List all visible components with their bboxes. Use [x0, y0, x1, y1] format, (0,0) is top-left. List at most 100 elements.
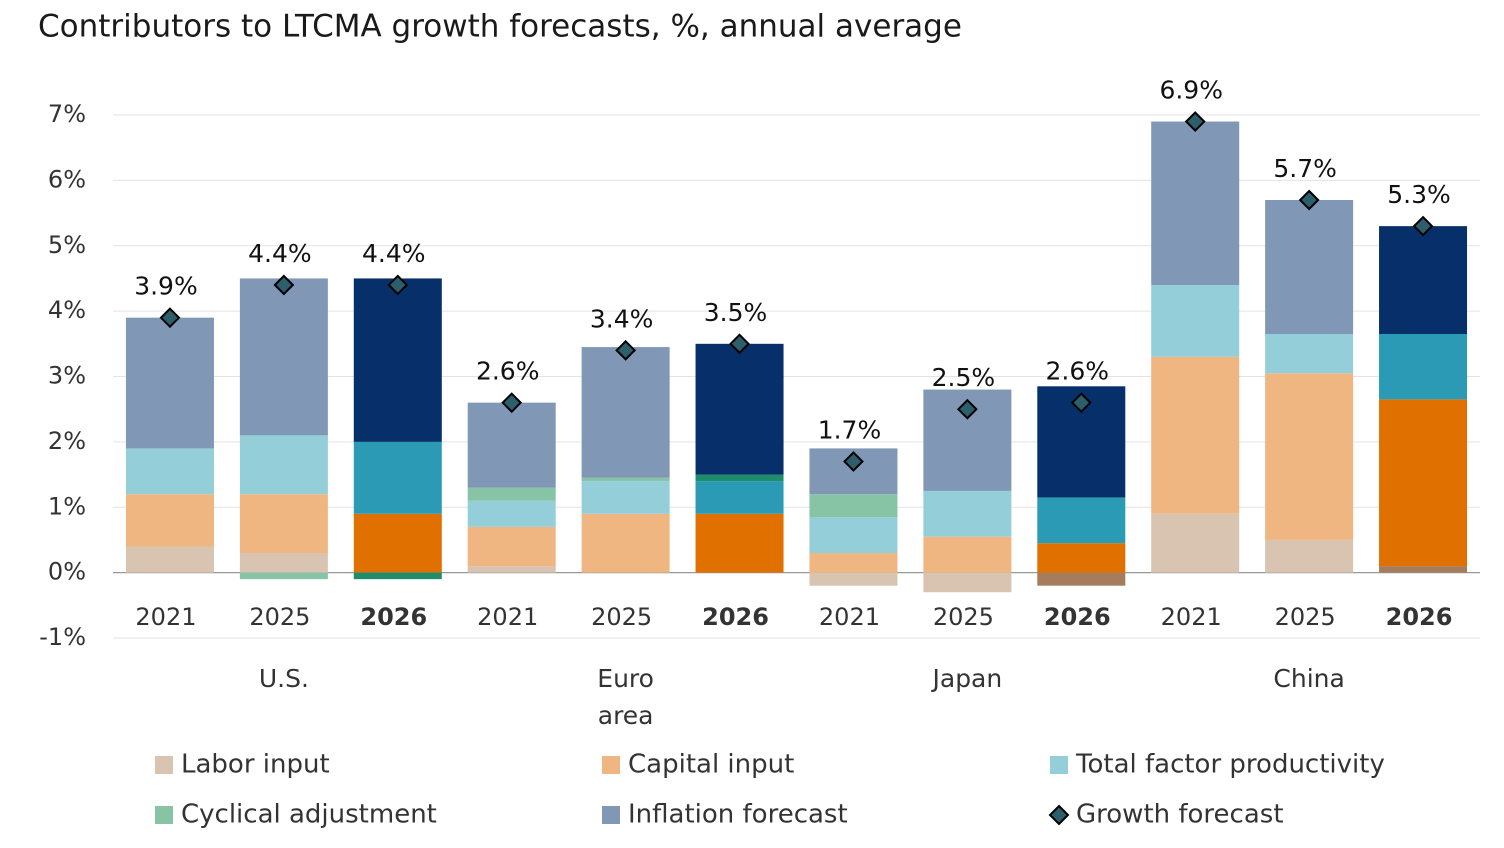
value-label: 3.4%: [590, 304, 654, 333]
growth-marker: [1070, 392, 1092, 414]
bar-segment: [695, 513, 784, 573]
bar-segment: [1151, 513, 1240, 573]
x-tick-label: 2025: [1275, 603, 1336, 631]
x-tick-label: 2021: [1161, 603, 1222, 631]
bar-segment: [467, 402, 556, 488]
chart-title: Contributors to LTCMA growth forecasts, …: [38, 9, 962, 45]
bar-segment: [125, 317, 214, 449]
bar-segment: [581, 481, 670, 514]
bar-segment: [809, 553, 898, 573]
value-label: 2.5%: [932, 363, 996, 392]
x-tick-label: 2025: [591, 603, 652, 631]
bar-segment: [1379, 226, 1468, 335]
legend-label: Growth forecast: [1076, 800, 1284, 830]
bar-segment: [239, 278, 328, 436]
bar-segment: [467, 566, 556, 573]
value-label: 2.6%: [476, 357, 540, 386]
y-tick-label: 7%: [48, 100, 86, 128]
bar-segment: [923, 572, 1012, 593]
value-label: 4.4%: [362, 239, 426, 268]
value-label: 3.9%: [134, 272, 198, 301]
growth-marker: [843, 451, 864, 472]
growth-marker: [387, 274, 409, 296]
value-label: 1.7%: [818, 415, 882, 444]
bar-segment: [1037, 497, 1126, 544]
bar-segment: [695, 474, 784, 482]
bar-segment: [353, 513, 442, 573]
bar-segment: [1151, 284, 1240, 357]
group-label: U.S.: [258, 664, 309, 693]
x-tick-label: 2021: [135, 603, 196, 631]
y-tick-label: 6%: [48, 165, 86, 193]
growth-marker: [501, 392, 523, 414]
x-tick-label: 2025: [249, 603, 310, 631]
y-tick-label: 0%: [48, 558, 86, 586]
bar-segment: [1379, 566, 1468, 573]
value-label: 5.3%: [1387, 180, 1451, 209]
growth-marker: [729, 333, 750, 355]
y-tick-label: 1%: [48, 492, 86, 520]
growth-marker: [1184, 111, 1206, 132]
bar-segment: [581, 347, 670, 478]
bar-segment: [581, 477, 670, 482]
bar-segment: [809, 494, 898, 518]
value-label: 5.7%: [1273, 154, 1337, 183]
bar-segment: [125, 546, 214, 573]
bar-segment: [467, 487, 556, 501]
bar-segment: [1379, 334, 1468, 400]
x-tick-label: 2026: [1044, 603, 1111, 631]
y-tick-label: 4%: [48, 296, 86, 324]
legend-swatch: [155, 806, 173, 824]
bar-segment: [923, 490, 1012, 537]
legend-label: Cyclical adjustment: [181, 800, 437, 830]
y-tick-label: 5%: [48, 231, 86, 259]
bar-segment: [1265, 539, 1354, 573]
group-label: Euro area: [597, 664, 654, 730]
bar-segment: [1265, 199, 1354, 335]
bar-segment: [353, 441, 442, 514]
bar-segment: [923, 536, 1012, 573]
legend-label: Inflation forecast: [628, 800, 848, 830]
group-label: China: [1273, 664, 1345, 693]
bar-segment: [809, 572, 898, 586]
bar-segment: [239, 553, 328, 573]
bar-segment: [239, 572, 328, 580]
bar-segment: [1151, 121, 1240, 285]
x-tick-label: 2021: [819, 603, 880, 631]
x-tick-label: 2026: [702, 603, 769, 631]
growth-marker: [1298, 189, 1320, 211]
bar-segment: [695, 343, 784, 475]
value-label: 4.4%: [248, 239, 312, 268]
legend-swatch: [602, 806, 620, 824]
bar-segment: [125, 494, 214, 547]
x-tick-label: 2021: [477, 603, 538, 631]
legend-swatch: [602, 756, 620, 774]
x-tick-label: 2026: [360, 603, 427, 631]
growth-marker: [159, 307, 181, 329]
bar-segment: [467, 526, 556, 567]
bar-segment: [1037, 543, 1126, 573]
legend-swatch: [1050, 756, 1068, 774]
value-label: 3.5%: [704, 298, 768, 327]
bar-segment: [125, 448, 214, 495]
bar-segment: [581, 513, 670, 573]
x-tick-label: 2025: [933, 603, 994, 631]
bar-segment: [809, 517, 898, 554]
bar-segment: [353, 572, 442, 580]
bar-segment: [353, 278, 442, 442]
y-tick-label: -1%: [39, 623, 86, 651]
value-label: 6.9%: [1159, 76, 1223, 105]
bar-segment: [239, 435, 328, 495]
bar-segment: [239, 494, 328, 554]
bar-segment: [1265, 334, 1354, 374]
y-tick-label: 3%: [48, 362, 86, 390]
bar-segment: [467, 500, 556, 527]
legend-label: Capital input: [628, 750, 794, 780]
growth-marker: [273, 274, 295, 296]
bar-segment: [1265, 373, 1354, 540]
bar-segment: [1151, 356, 1240, 514]
legend-marker: [1048, 804, 1070, 826]
value-label: 2.6%: [1046, 357, 1110, 386]
